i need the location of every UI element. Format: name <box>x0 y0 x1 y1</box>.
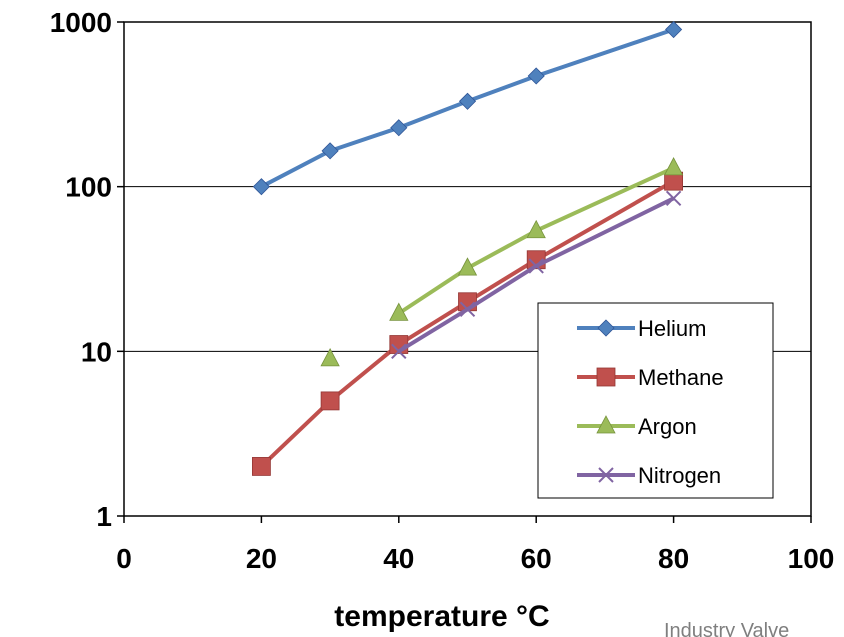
x-axis-title: temperature °C <box>334 600 549 633</box>
legend-item-argon: Argon <box>577 414 697 439</box>
data-point-nitrogen <box>528 258 544 274</box>
legend-label-helium: Helium <box>638 316 706 341</box>
axis-ticks <box>117 21 812 523</box>
legend-marker-nitrogen <box>598 467 614 483</box>
data-point-argon <box>663 157 684 176</box>
y-tick-labels: 1 10 100 1000 <box>50 7 112 532</box>
x-tick-label: 80 <box>658 543 689 574</box>
data-point-helium <box>390 119 408 137</box>
x-tick-label: 60 <box>521 543 552 574</box>
data-point-nitrogen <box>391 343 407 360</box>
x-tick-label: 100 <box>788 543 835 574</box>
data-point-argon <box>526 219 546 239</box>
plot-area <box>123 21 812 517</box>
data-point-nitrogen <box>665 190 682 206</box>
legend-item-helium: Helium <box>577 316 706 341</box>
series-line-helium <box>260 27 675 189</box>
data-point-argon <box>320 348 340 367</box>
data-point-helium <box>321 142 339 160</box>
data-point-helium <box>527 67 545 85</box>
series-layer <box>251 20 684 476</box>
series-line-argon <box>397 166 675 316</box>
series-line-methane <box>260 179 675 468</box>
y-tick-label: 100 <box>65 172 112 203</box>
x-tick-label: 20 <box>246 543 277 574</box>
series-argon <box>320 157 684 367</box>
series-nitrogen <box>391 190 682 360</box>
x-tick-label: 40 <box>383 543 414 574</box>
data-point-nitrogen <box>459 301 476 318</box>
data-point-argon <box>389 302 409 321</box>
data-point-helium <box>665 20 683 39</box>
legend-box <box>537 302 774 499</box>
y-tick-label: 1 <box>96 501 112 532</box>
series-line-nitrogen <box>397 196 675 354</box>
data-point-argon <box>457 257 478 276</box>
data-point-helium <box>252 178 270 196</box>
x-tick-label: 0 <box>116 543 132 574</box>
legend-marker-methane <box>596 367 616 387</box>
watermark-text: Industry Valve <box>664 620 789 637</box>
data-point-helium <box>458 92 477 110</box>
legend-label-nitrogen: Nitrogen <box>638 463 721 488</box>
data-point-methane <box>251 457 271 476</box>
y-tick-label: 1000 <box>50 7 112 38</box>
legend-item-nitrogen: Nitrogen <box>577 463 721 488</box>
legend-marker-helium <box>597 319 615 337</box>
legend-label-argon: Argon <box>638 414 697 439</box>
legend: Helium Methane Argon Nitrogen <box>537 302 774 499</box>
legend-item-methane: Methane <box>577 365 724 390</box>
x-tick-labels: 0 20 40 60 80 100 <box>116 543 834 574</box>
legend-marker-argon <box>596 415 616 434</box>
y-tick-label: 10 <box>81 336 112 367</box>
data-point-methane <box>320 391 340 411</box>
series-helium <box>252 20 683 196</box>
legend-label-methane: Methane <box>638 365 724 390</box>
